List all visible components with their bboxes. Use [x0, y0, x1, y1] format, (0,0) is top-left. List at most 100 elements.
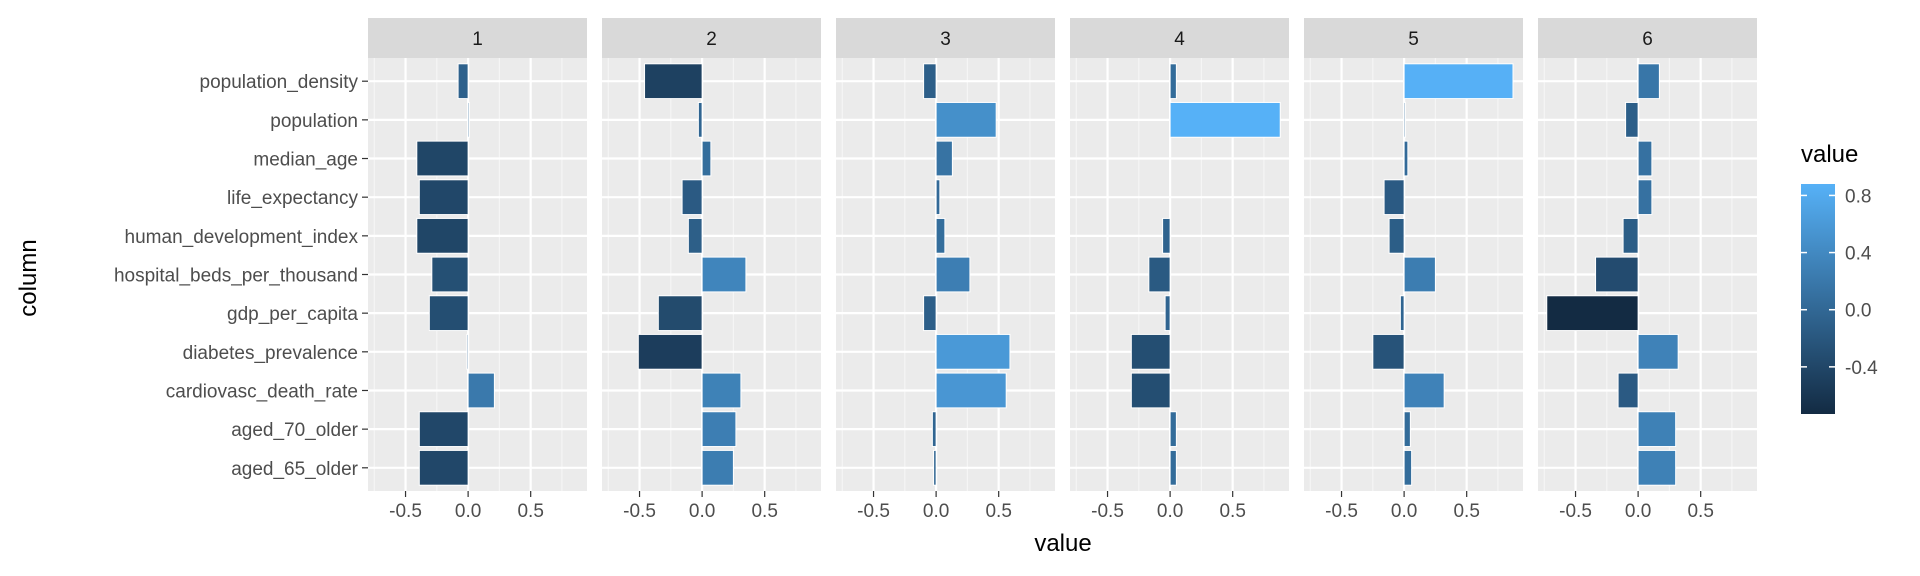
y-tick-label: human_development_index — [125, 227, 359, 248]
bar-median_age — [416, 140, 469, 177]
x-tick-label: 0.5 — [1219, 501, 1245, 522]
bar-aged_70_older — [1403, 411, 1411, 448]
bar-cardiovasc_death_rate — [935, 372, 1007, 409]
bar-diabetes_prevalence — [1372, 333, 1405, 370]
bar-human_development_index — [935, 217, 946, 254]
bar-population_density — [644, 63, 703, 100]
bar-human_development_index — [416, 217, 469, 254]
bar-human_development_index — [687, 217, 703, 254]
y-tick-label: cardiovasc_death_rate — [166, 381, 358, 402]
bar-population_density — [1169, 63, 1177, 100]
bar-median_age — [1403, 140, 1409, 177]
y-axis: population_density population median_ageli… — [114, 72, 368, 480]
bar-human_development_index — [1388, 217, 1405, 254]
bar-aged_70_older — [931, 411, 937, 448]
bar-population — [1169, 101, 1281, 138]
x-tick-label: 0.5 — [751, 501, 777, 522]
facet-panels: 1 -0.5 0.0 0.5 2 -0.5 0.0 0.5 3 -0.5 0.0 0.5 4 -0.5 0.… — [368, 18, 1757, 522]
bar-aged_70_older — [418, 411, 469, 448]
bar-aged_65_older — [701, 449, 734, 486]
bar-gdp_per_capita — [428, 295, 469, 332]
facet-strip-label: 3 — [940, 29, 951, 50]
bar-life_expectancy — [418, 179, 469, 216]
facet-strip — [368, 18, 587, 58]
y-tick-label: gdp_per_capita — [227, 304, 358, 325]
bar-population — [1625, 101, 1639, 138]
facet-panel-2: 2 -0.5 0.0 0.5 — [602, 18, 821, 522]
x-tick-label: -0.5 — [623, 501, 656, 522]
x-tick-label: -0.5 — [1559, 501, 1592, 522]
bar-gdp_per_capita — [1164, 295, 1171, 332]
legend-ticks: 0.8 0.4 0.0 -0.4 — [1801, 186, 1878, 379]
facet-strip-label: 2 — [706, 29, 717, 50]
bar-aged_70_older — [1169, 411, 1177, 448]
bar-cardiovasc_death_rate — [1617, 372, 1639, 409]
x-tick-label: -0.5 — [1325, 501, 1358, 522]
bar-gdp_per_capita — [1399, 295, 1405, 332]
bar-population — [935, 101, 997, 138]
bar-aged_65_older — [933, 449, 937, 486]
bar-life_expectancy — [1383, 179, 1405, 216]
y-tick-label: aged_70_older — [231, 420, 358, 441]
y-tick-label: life_expectancy — [227, 188, 358, 209]
y-tick-label: diabetes_prevalence — [183, 343, 358, 364]
y-axis-title: column — [15, 239, 42, 316]
legend-tick-label: -0.4 — [1845, 358, 1878, 379]
bar-life_expectancy — [1637, 179, 1653, 216]
bar-aged_65_older — [1169, 449, 1177, 486]
x-tick-label: 0.0 — [1157, 501, 1183, 522]
y-tick-label: median_age — [253, 150, 358, 171]
x-tick-label: -0.5 — [389, 501, 422, 522]
bar-cardiovasc_death_rate — [1403, 372, 1445, 409]
bar-human_development_index — [1162, 217, 1171, 254]
bar-hospital_beds_per_thousand — [1403, 256, 1436, 293]
x-tick-label: 0.0 — [1391, 501, 1417, 522]
facet-strip-label: 4 — [1174, 29, 1185, 50]
facet-panel-6: 6 -0.5 0.0 0.5 — [1538, 18, 1757, 522]
bar-aged_70_older — [1637, 411, 1677, 448]
bar-aged_65_older — [1637, 449, 1677, 486]
legend-title: value — [1801, 141, 1858, 168]
x-tick-label: 0.5 — [517, 501, 543, 522]
bar-cardiovasc_death_rate — [1130, 372, 1171, 409]
bar-hospital_beds_per_thousand — [935, 256, 971, 293]
facet-strip — [1304, 18, 1523, 58]
bar-hospital_beds_per_thousand — [1595, 256, 1639, 293]
bar-population — [697, 101, 703, 138]
x-tick-label: 0.0 — [689, 501, 715, 522]
bar-median_age — [1637, 140, 1653, 177]
x-axis-title: value — [1034, 530, 1091, 557]
bar-human_development_index — [1622, 217, 1639, 254]
x-tick-label: 0.5 — [1453, 501, 1479, 522]
color-legend: value 0.8 0.4 0.0 -0.4 — [1801, 141, 1878, 414]
bar-life_expectancy — [935, 179, 941, 216]
x-tick-label: -0.5 — [857, 501, 890, 522]
bar-population — [1403, 101, 1406, 138]
bar-hospital_beds_per_thousand — [431, 256, 469, 293]
bar-aged_65_older — [418, 449, 469, 486]
legend-colorbar — [1801, 184, 1835, 414]
legend-tick-label: 0.4 — [1845, 244, 1872, 265]
facet-strip-label: 1 — [472, 29, 483, 50]
x-tick-label: -0.5 — [1091, 501, 1124, 522]
facet-strip-label: 6 — [1642, 29, 1653, 50]
facet-panel-4: 4 -0.5 0.0 0.5 — [1070, 18, 1289, 522]
y-tick-label: population — [270, 111, 358, 132]
bar-cardiovasc_death_rate — [467, 372, 495, 409]
bar-population_density — [1637, 63, 1660, 100]
bar-aged_70_older — [701, 411, 737, 448]
y-tick-label: aged_65_older — [231, 459, 358, 480]
legend-tick-label: 0.8 — [1845, 186, 1871, 207]
y-tick-label: population_density — [200, 72, 359, 93]
bar-diabetes_prevalence — [1130, 333, 1171, 370]
bar-gdp_per_capita — [923, 295, 937, 332]
facet-panel-5: 5 -0.5 0.0 0.5 — [1304, 18, 1523, 522]
facet-strip — [1070, 18, 1289, 58]
x-tick-label: 0.5 — [985, 501, 1011, 522]
bar-diabetes_prevalence — [637, 333, 703, 370]
bar-gdp_per_capita — [657, 295, 703, 332]
bar-population_density — [1403, 63, 1514, 100]
x-tick-label: 0.0 — [455, 501, 481, 522]
x-tick-label: 0.0 — [1625, 501, 1651, 522]
